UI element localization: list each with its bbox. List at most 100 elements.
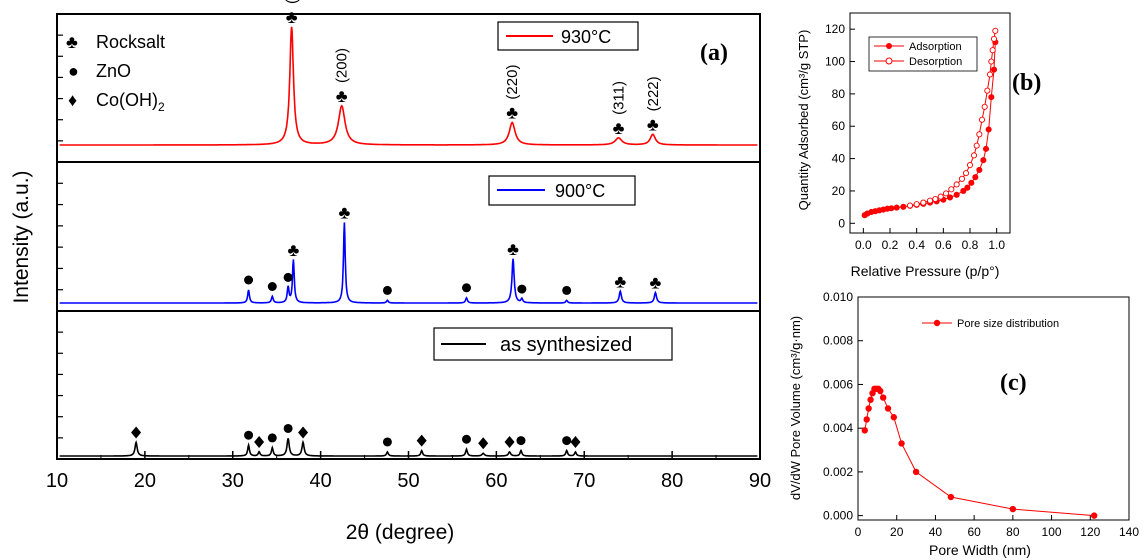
b-legend-ads-marker xyxy=(886,43,892,49)
b-series-0-point xyxy=(980,157,987,164)
b-series-1-point xyxy=(920,199,927,206)
b-series-0-point xyxy=(893,204,900,211)
b-series-1-point xyxy=(992,27,999,34)
zno-marker xyxy=(461,283,471,293)
c-series-point xyxy=(890,414,898,421)
a-x-tick-label: 40 xyxy=(310,470,332,492)
zno-marker xyxy=(562,285,572,295)
c-y-axis-label: dV/dW Pore Volume (cm³/g·nm) xyxy=(788,316,803,500)
b-x-tick-label: 0.0 xyxy=(855,238,872,252)
a-x-tick-label: 10 xyxy=(46,470,68,492)
rocksalt-marker: ♣ xyxy=(614,271,626,291)
b-series-1-point xyxy=(953,181,960,188)
b-series-0-point xyxy=(964,184,971,191)
b-series-0-point xyxy=(982,145,990,152)
key-rocksalt-symbol: ♣ xyxy=(66,32,78,52)
b-y-tick-label: 40 xyxy=(832,152,846,166)
a-y-axis-label: Intensity (a.u.) xyxy=(10,170,33,303)
zno-marker xyxy=(516,436,526,446)
a-x-tick-label: 80 xyxy=(661,470,683,492)
b-legend-des-label: Desorption xyxy=(909,56,962,68)
c-series-point xyxy=(867,396,874,403)
b-series-1-point xyxy=(988,58,995,65)
c-x-tick-label: 0 xyxy=(855,525,862,539)
c-series-point xyxy=(879,394,887,401)
c-series-point xyxy=(863,416,870,423)
b-y-tick-label: 80 xyxy=(832,87,846,101)
b-series-1-point xyxy=(970,152,978,159)
rocksalt-marker: ♣ xyxy=(286,7,298,27)
b-y-tick-label: 100 xyxy=(825,55,845,69)
panel-c: 0 20 40 60 80 100 120 140 0.000 0.002 0.004 0.006 0.… xyxy=(823,290,1139,539)
b-legend-box xyxy=(868,36,978,72)
c-y-tick-label: 0.002 xyxy=(823,465,853,479)
panel-a: 10 20 30 40 50 60 70 80 90 ♣ (111) ♣ (200) ♣ (220) ♣ (31… xyxy=(46,0,771,492)
b-y-tick-label: 0 xyxy=(838,216,845,230)
b-series-0-point xyxy=(985,126,992,133)
c-legend-marker xyxy=(933,319,941,327)
zno-marker xyxy=(244,275,254,285)
miller-index-label: (200) xyxy=(334,48,351,83)
key-coh2-main: Co(OH) xyxy=(96,90,158,110)
b-x-tick-label: 1.0 xyxy=(988,238,1005,252)
b-series-1-point xyxy=(913,201,920,208)
b-series-1-point xyxy=(990,35,998,42)
b-series-1-point xyxy=(926,197,934,204)
c-series-point xyxy=(865,405,872,412)
miller-index-label: (111) xyxy=(284,0,301,4)
a-series-2-line xyxy=(59,438,758,457)
zno-marker xyxy=(244,430,254,440)
a-series-1-line xyxy=(59,222,758,304)
c-series-point xyxy=(877,387,884,395)
zno-marker xyxy=(283,423,293,433)
rocksalt-marker: ♣ xyxy=(338,202,350,222)
cooh2-marker xyxy=(131,426,142,439)
a-series-0-line xyxy=(59,26,758,146)
b-y-axis-label: Quantity Adsorbed (cm³/g STP) xyxy=(796,30,811,211)
a-x-axis-label: 2θ (degree) xyxy=(346,521,455,544)
cooh2-marker xyxy=(504,435,515,448)
b-series-1-point xyxy=(989,47,996,54)
c-y-tick-label: 0.006 xyxy=(823,377,853,391)
cooh2-marker xyxy=(478,437,489,450)
b-series-1-point xyxy=(976,131,983,138)
cooh2-marker xyxy=(254,435,265,448)
legend-930-label: 930°C xyxy=(561,27,611,47)
panel-label-a: (a) xyxy=(700,40,728,66)
a-legend-930: 930°C xyxy=(497,21,639,51)
zno-marker xyxy=(267,433,277,443)
b-series-0-point xyxy=(968,179,975,186)
b-series-0-point xyxy=(900,203,907,210)
rocksalt-marker: ♣ xyxy=(507,239,519,259)
b-series-1-point xyxy=(962,170,970,177)
a-x-tick-label: 30 xyxy=(222,470,244,492)
panel-label-b: (b) xyxy=(1012,70,1041,96)
c-x-tick-label: 140 xyxy=(1119,525,1139,539)
b-series-1-point xyxy=(984,87,991,94)
miller-index-label: (220) xyxy=(504,65,521,100)
b-legend-ads-label: Adsorption xyxy=(909,41,962,53)
b-series-0-point xyxy=(953,191,960,198)
zno-marker xyxy=(283,272,293,282)
key-coh2-symbol: ♦ xyxy=(68,90,77,110)
legend-900-label: 900°C xyxy=(555,181,605,201)
c-series-point xyxy=(1009,505,1017,513)
a-x-tick-label: 50 xyxy=(397,470,419,492)
c-y-tick-label: 0.000 xyxy=(823,509,853,523)
legend-synth-label: as synthesized xyxy=(500,334,632,356)
rocksalt-marker: ♣ xyxy=(336,86,348,106)
a-x-tick-label: 90 xyxy=(749,470,771,492)
b-series-0-point xyxy=(990,66,998,73)
b-series-0-point xyxy=(976,166,983,173)
zno-marker xyxy=(267,282,277,291)
a-legend-synth: as synthesized xyxy=(433,327,673,361)
b-series-0-point xyxy=(960,187,967,194)
c-y-tick-label: 0.004 xyxy=(823,421,853,435)
c-series-point xyxy=(1090,512,1098,519)
cooh2-marker xyxy=(298,426,309,439)
c-y-tick-label: 0.008 xyxy=(823,334,853,348)
key-coh2-label: Co(OH)2 xyxy=(96,90,165,114)
b-x-axis-label: Relative Pressure (p/p°) xyxy=(851,263,1000,279)
b-y-tick-label: 120 xyxy=(825,22,845,36)
b-series-1-point xyxy=(942,190,950,197)
